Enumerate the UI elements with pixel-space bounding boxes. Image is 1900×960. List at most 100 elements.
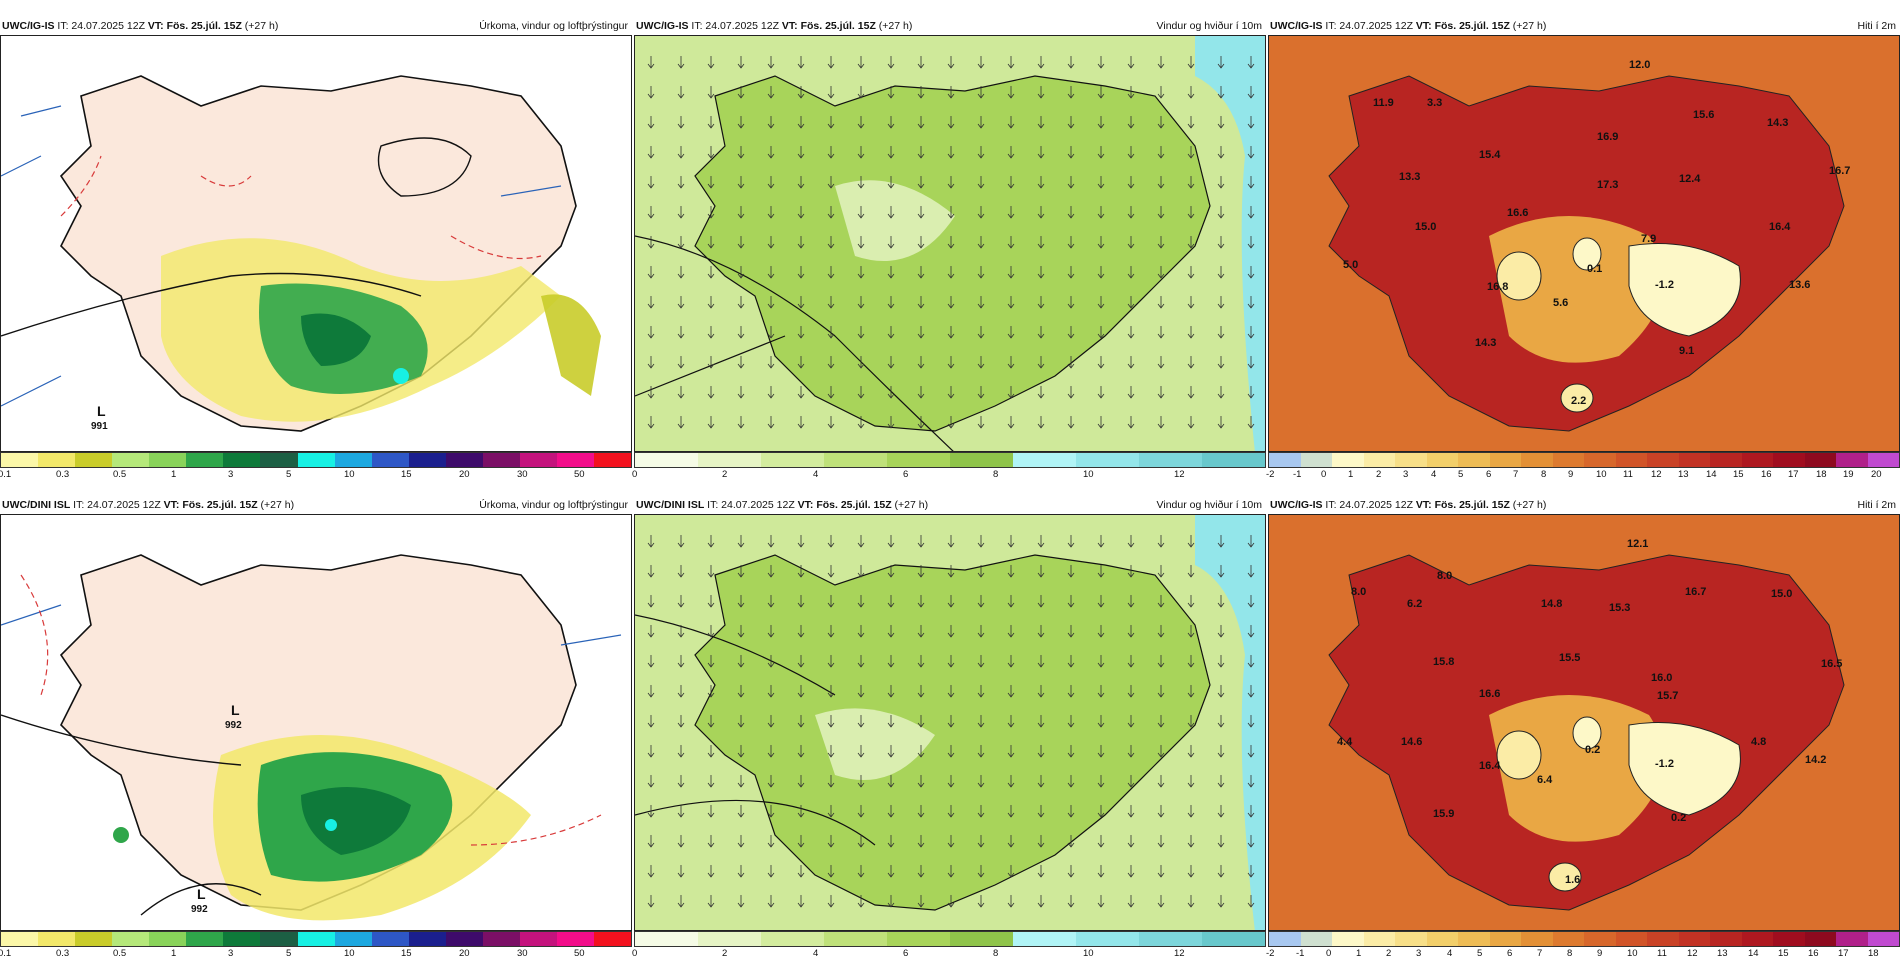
tick-label: 9 [1568,469,1574,480]
wind-arrow [677,865,685,878]
wind-arrow [857,296,865,309]
wind-arrow [1217,865,1225,878]
wind-arrow [827,236,835,249]
wind-arrow [887,176,895,189]
wind-arrow [977,176,985,189]
colorbar-swatch [1332,453,1364,467]
wind-arrow [827,655,835,668]
wind-arrow [677,86,685,99]
wind-arrow [707,206,715,219]
wind-arrow [947,745,955,758]
wind-arrow [767,296,775,309]
wind-arrow [857,56,865,69]
colorbar-swatch [1489,932,1521,946]
tick-label: 7 [1513,469,1519,480]
colorbar-swatch [1013,453,1076,467]
wind-arrow [947,206,955,219]
wind-arrow [947,535,955,548]
colorbar-swatch [1521,453,1553,467]
wind-arrow [887,146,895,159]
wind-arrow [647,685,655,698]
wind-arrow [1187,116,1195,129]
wind-arrow [1157,655,1165,668]
wind-arrow [947,56,955,69]
wind-arrow [1247,595,1255,608]
wind-arrow [947,565,955,578]
lead-time: (+27 h) [244,20,279,32]
wind-arrow [647,655,655,668]
wind-arrow [1067,805,1075,818]
temperature-value: 16.6 [1479,688,1500,700]
wind-arrow [737,775,745,788]
wind-arrow [1157,715,1165,728]
wind-arrow [647,86,655,99]
wind-arrow [887,895,895,908]
wind-arrow [707,565,715,578]
colorbar-swatch [1458,932,1490,946]
wind-arrow [1067,835,1075,848]
wind-arrow [1007,655,1015,668]
wind-arrow [1067,386,1075,399]
wind-arrow [1247,565,1255,578]
wind-arrow [827,266,835,279]
wind-arrow [647,116,655,129]
wind-arrow [707,595,715,608]
wind-arrow [857,895,865,908]
wind-arrow [857,565,865,578]
temperature-value: 6.4 [1537,774,1553,786]
wind-arrow [767,895,775,908]
wind-arrow [737,865,745,878]
wind-arrow [827,176,835,189]
colorbar-swatch [1741,453,1773,467]
wind-arrow [767,176,775,189]
wind-arrow [1157,565,1165,578]
panel-header: UWC/IG-IS IT: 24.07.2025 12Z VT: Fös. 25… [2,20,628,36]
wind-arrow [1247,206,1255,219]
colorbar-swatch [223,453,261,467]
wind-arrow [1247,386,1255,399]
colorbar-swatch [1489,453,1521,467]
wind-arrow [887,745,895,758]
colorbar-swatch [1202,932,1265,946]
temperature-value: 14.3 [1767,117,1788,129]
temperature-value: 12.0 [1629,59,1650,71]
wind-arrow [947,146,955,159]
wind-arrow [827,326,835,339]
wind-arrow [1007,745,1015,758]
wind-arrow [677,745,685,758]
temperature-value: 6.2 [1407,598,1422,610]
wind-arrow [1097,86,1105,99]
colorbar-swatch [1426,932,1458,946]
wind-arrow [1097,715,1105,728]
wind-arrow [767,356,775,369]
wind-arrow [827,565,835,578]
colorbar-swatch [445,932,483,946]
wind-arrow [1067,595,1075,608]
wind-panel-bottom: UWC/DINI ISL IT: 24.07.2025 12Z VT: Fös.… [632,497,1266,959]
wind-arrow [767,56,775,69]
wind-arrow [1097,206,1105,219]
wind-arrow [1157,535,1165,548]
wind-arrow [1037,715,1045,728]
wind-arrow [887,715,895,728]
tick-label: 14 [1706,469,1717,480]
wind-arrow [1187,356,1195,369]
wind-arrow [677,386,685,399]
colorbar-swatch [149,932,187,946]
colorbar-swatch [38,932,76,946]
wind-arrow [977,745,985,758]
temp-map: 12.0 11.9 3.3 15.6 14.3 15.4 16.9 16.7 13.3 17.3 1… [1268,35,1900,452]
wind-arrow [1037,685,1045,698]
wind-arrow [1187,176,1195,189]
wind-arrow [857,535,865,548]
colorbar-swatch [1615,453,1647,467]
wind-arrow [1157,865,1165,878]
wind-arrow [647,595,655,608]
wind-arrow [767,715,775,728]
wind-arrow [1007,56,1015,69]
wind-arrow [1187,236,1195,249]
temperature-value: 3.3 [1427,97,1442,109]
wind-arrow [887,296,895,309]
wind-arrow [1007,625,1015,638]
temperature-value: 4.4 [1337,736,1353,748]
